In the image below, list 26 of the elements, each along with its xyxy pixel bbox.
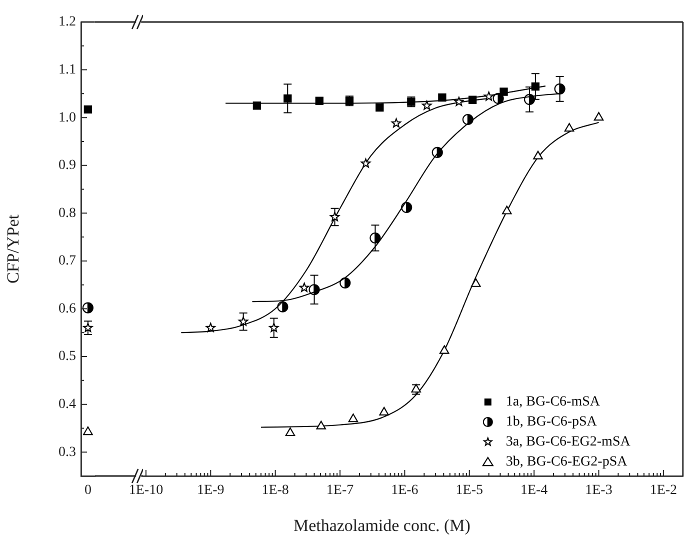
legend-label: 3b, BG-C6-EG2-pSA: [506, 454, 628, 470]
y-tick-label: 0.6: [58, 301, 76, 316]
x-tick-label: 1E-2: [650, 483, 678, 498]
x-tick-label: 1E-6: [391, 483, 418, 498]
y-tick-label: 1.1: [58, 62, 76, 78]
x-tick-label: 0: [84, 483, 92, 498]
y-tick-label: 1.0: [58, 110, 76, 126]
x-tick-label: 1E-4: [520, 483, 548, 498]
y-tick-label: 0.9: [58, 158, 76, 174]
x-tick-label: 1E-7: [326, 483, 354, 498]
x-axis-title: Methazolamide conc. (M): [293, 516, 470, 535]
y-tick-label: 1.2: [58, 14, 76, 30]
x-tick-label: 1E-5: [456, 483, 483, 498]
y-tick-label: 0.4: [58, 396, 76, 412]
y-axis-title: CFP/YPet: [4, 214, 23, 284]
y-tick-label: 0.8: [58, 206, 76, 221]
legend-label: 1a, BG-C6-mSA: [506, 394, 601, 410]
y-tick-label: 0.7: [58, 254, 76, 269]
x-tick-label: 1E-9: [197, 483, 224, 498]
x-tick-label: 1E-10: [128, 483, 164, 498]
y-tick-label: 0.5: [58, 349, 76, 364]
legend-label: 1b, BG-C6-pSA: [506, 414, 598, 430]
y-tick-label: 0.3: [58, 444, 76, 460]
legend-label: 3a, BG-C6-EG2-mSA: [506, 434, 632, 450]
x-tick-label: 1E-8: [262, 483, 289, 498]
x-tick-label: 1E-3: [585, 483, 612, 498]
